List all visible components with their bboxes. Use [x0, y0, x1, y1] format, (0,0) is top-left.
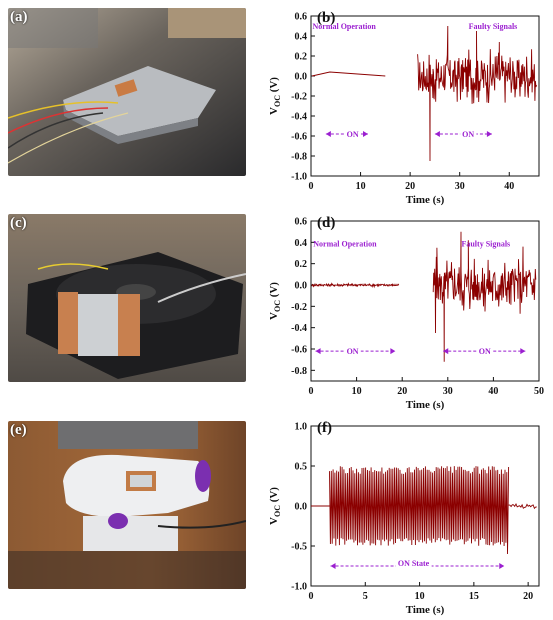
arrow-head-left — [330, 563, 336, 569]
y-tick-label: 0.0 — [295, 502, 308, 513]
panel-label: (d) — [317, 215, 335, 231]
annotation-label: Faulty Signals — [469, 22, 518, 31]
x-tick-label: 10 — [415, 591, 425, 602]
chart-d: -0.8 -0.6 -0.4 -0.2 0.0 0.2 0.4 0.6 0 10 20 30 40 50 T… — [253, 205, 548, 415]
photo-label-a: (a) — [10, 9, 28, 25]
annotation-label: ON — [347, 347, 359, 356]
x-tick-label: 15 — [469, 591, 479, 602]
signal-series-segment — [329, 466, 510, 555]
y-tick-label: 0.0 — [295, 281, 308, 292]
signal-series-segment — [417, 25, 537, 162]
annotation-bg — [395, 558, 432, 568]
arrow-head-left — [443, 348, 449, 355]
annotation-label: ON — [462, 130, 474, 139]
x-tick-label: 0 — [309, 181, 314, 192]
y-tick-label: 0.2 — [295, 259, 308, 270]
y-tick-label: -1.0 — [291, 172, 307, 183]
annotation-bg — [344, 130, 361, 139]
y-tick-label: -0.8 — [291, 366, 307, 377]
x-tick-label: 40 — [488, 386, 498, 397]
x-tick-label: 20 — [523, 591, 533, 602]
x-tick-label: 20 — [397, 386, 407, 397]
x-tick-label: 10 — [352, 386, 362, 397]
chart-b: -1.0 -0.8 -0.6 -0.4 -0.2 0.0 0.2 0.4 0.6 0 10 20 30 4… — [253, 0, 548, 210]
signal-series-segment — [311, 71, 386, 77]
photo-sewing-machine: (e) — [8, 421, 246, 589]
annotation-bg — [460, 130, 477, 139]
x-axis-title: Time (s) — [406, 604, 445, 616]
arrow-head-right — [363, 131, 368, 137]
arrow-head-right — [520, 348, 526, 355]
y-axis-title: VOC (V) — [268, 77, 282, 115]
y-tick-label: 0.2 — [295, 52, 308, 63]
arrow-head-left — [434, 131, 440, 137]
y-tick-label: 1.0 — [295, 422, 308, 433]
y-tick-label: 0.6 — [295, 12, 308, 23]
photo-cooling-fan: (c) — [8, 214, 246, 382]
y-tick-label: -0.4 — [291, 112, 307, 123]
arrow-head-right — [486, 131, 492, 137]
chart-b-svg: -1.0 -0.8 -0.6 -0.4 -0.2 0.0 0.2 0.4 0.6 0 10 20 30 4… — [268, 10, 540, 206]
arrow-head-left — [325, 131, 331, 137]
panel-label: (f) — [317, 420, 332, 436]
y-tick-label: 0.6 — [295, 217, 308, 228]
x-tick-label: 50 — [534, 386, 544, 397]
y-tick-label: -0.6 — [291, 132, 307, 143]
x-tick-label: 0 — [309, 386, 314, 397]
panel-label: (b) — [317, 10, 335, 26]
photo-hard-disk: (a) — [8, 8, 246, 176]
x-tick-label: 20 — [405, 181, 415, 192]
y-tick-label: 0.0 — [295, 72, 308, 83]
x-tick-label: 10 — [356, 181, 366, 192]
y-tick-label: -0.2 — [291, 92, 307, 103]
signal-series-segment — [508, 502, 537, 510]
x-tick-label: 40 — [504, 181, 514, 192]
y-tick-label: 0.4 — [295, 32, 308, 43]
photo-label-e: (e) — [10, 422, 27, 438]
annotation-label: ON — [479, 347, 491, 356]
arrow-head-right — [390, 348, 396, 355]
y-tick-label: -1.0 — [291, 582, 307, 593]
x-tick-label: 0 — [309, 591, 314, 602]
y-axis-title: VOC (V) — [268, 487, 282, 525]
y-tick-label: -0.4 — [291, 323, 307, 334]
plot-frame — [310, 220, 540, 382]
x-axis-title: Time (s) — [406, 399, 445, 411]
signal-series-segment — [311, 282, 400, 289]
y-tick-label: -0.2 — [291, 302, 307, 313]
arrow-head-right — [499, 563, 505, 569]
annotation-bg — [344, 347, 361, 357]
chart-f: -1.0 -0.5 0.0 0.5 1.0 0 5 10 15 20 Time (s) VOC (V)… — [253, 410, 548, 620]
x-tick-label: 5 — [363, 591, 368, 602]
y-tick-label: -0.6 — [291, 345, 307, 356]
annotation-label: Faulty Signals — [461, 239, 510, 248]
annotation-label: ON State — [398, 559, 430, 568]
arrow-head-left — [315, 348, 321, 355]
x-tick-label: 30 — [443, 386, 453, 397]
signal-series-segment — [432, 231, 537, 362]
annotation-label: ON — [347, 130, 359, 139]
x-tick-label: 30 — [455, 181, 465, 192]
x-axis-title: Time (s) — [406, 194, 445, 206]
y-tick-label: -0.8 — [291, 152, 307, 163]
photo-label-c: (c) — [10, 215, 27, 231]
y-tick-label: -0.5 — [291, 542, 307, 553]
chart-d-svg: -0.8 -0.6 -0.4 -0.2 0.0 0.2 0.4 0.6 0 10 20 30 40 50 T… — [268, 215, 544, 411]
y-tick-label: 0.4 — [295, 238, 308, 249]
y-tick-label: 0.5 — [295, 462, 308, 473]
y-axis-title: VOC (V) — [268, 282, 282, 320]
annotation-label: Normal Operation — [313, 239, 377, 248]
annotation-label: Normal Operation — [312, 22, 376, 31]
chart-f-svg: -1.0 -0.5 0.0 0.5 1.0 0 5 10 15 20 Time (s) VOC (V)… — [268, 420, 540, 616]
annotation-bg — [476, 347, 494, 357]
